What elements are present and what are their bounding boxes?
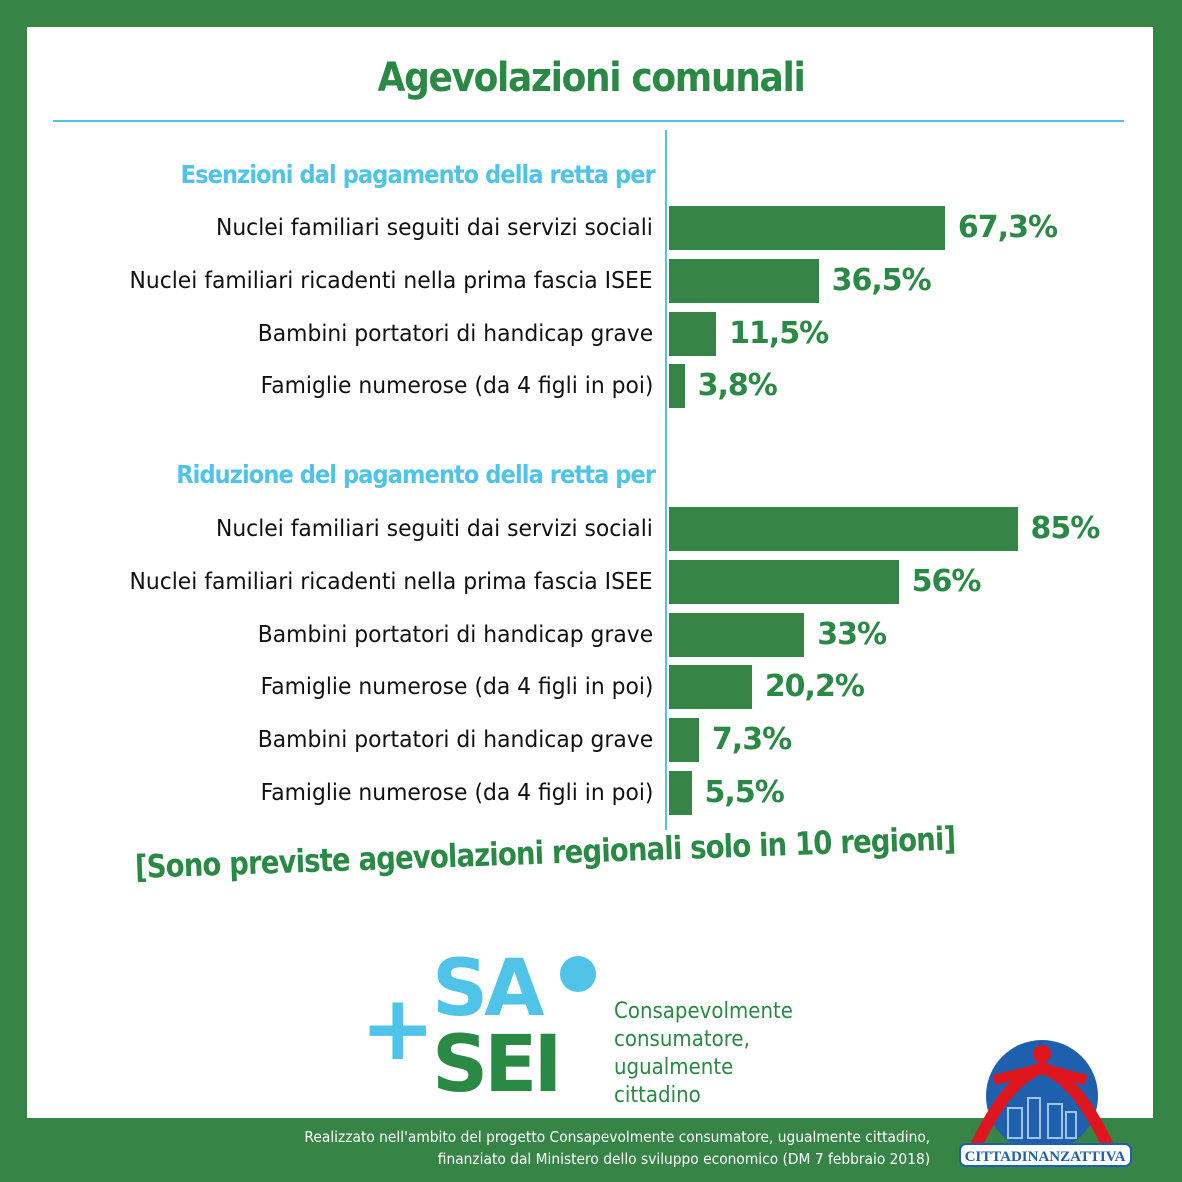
bar xyxy=(669,206,945,250)
bar xyxy=(669,771,692,815)
bar xyxy=(669,718,699,763)
bar xyxy=(669,311,717,356)
category-label: Nuclei familiari ricadenti nella prima f… xyxy=(129,267,653,294)
value-label: 20,2% xyxy=(764,669,865,705)
category-label: Nuclei familiari seguiti dai servizi soc… xyxy=(216,215,653,241)
category-label: Famiglie numerose (da 4 figli in poi) xyxy=(260,780,653,806)
bar xyxy=(669,559,899,604)
category-label: Nuclei familiari ricadenti nella prima f… xyxy=(129,568,653,595)
value-label: 7,3% xyxy=(711,722,792,758)
category-label: Nuclei familiari seguiti dai servizi soc… xyxy=(216,516,653,542)
tagline-line: Consapevolmente xyxy=(614,999,793,1024)
footer-credits: Realizzato nell'ambito del progetto Cons… xyxy=(304,1126,930,1170)
tagline-line: consumatore, xyxy=(614,1027,750,1052)
page-title: Agevolazioni comunali xyxy=(377,55,806,101)
value-label: 85% xyxy=(1030,511,1101,546)
value-label: 33% xyxy=(817,616,887,652)
bar xyxy=(669,364,685,409)
value-label: 5,5% xyxy=(704,775,785,810)
logo-sa: SA xyxy=(432,944,545,1034)
value-label: 3,8% xyxy=(697,368,778,404)
chart-axis xyxy=(665,130,667,830)
category-label: Bambini portatori di handicap grave xyxy=(257,320,653,347)
value-label: 67,3% xyxy=(957,210,1058,245)
category-label: Famiglie numerose (da 4 figli in poi) xyxy=(260,674,653,701)
bar xyxy=(669,665,752,710)
tagline-line: ugualmente xyxy=(614,1055,734,1080)
category-label: Bambini portatori di handicap grave xyxy=(257,621,653,648)
content-panel xyxy=(27,27,1153,1118)
bar xyxy=(669,612,805,657)
partner-logo-text: CITTADINANZATTIVA xyxy=(965,1149,1126,1165)
value-label: 11,5% xyxy=(729,315,829,351)
sa-sei-logo: + SA SEI xyxy=(360,950,610,1110)
value-label: 56% xyxy=(911,563,982,599)
footer-line: finanziato dal Ministero dello sviluppo … xyxy=(437,1150,930,1168)
tagline-line: cittadino xyxy=(614,1083,701,1108)
logo-sei: SEI xyxy=(432,1020,562,1110)
logo-plus: + xyxy=(360,976,435,1081)
bar xyxy=(669,258,819,303)
category-label: Bambini portatori di handicap grave xyxy=(257,727,653,754)
footer-line: Realizzato nell'ambito del progetto Cons… xyxy=(304,1128,930,1146)
bar xyxy=(669,507,1018,551)
category-label: Famiglie numerose (da 4 figli in poi) xyxy=(260,373,653,400)
title-divider xyxy=(53,120,1124,122)
logo-tagline: Consapevolmente consumatore, ugualmente … xyxy=(614,998,793,1110)
cittadinanzattiva-logo: CITTADINANZATTIVA xyxy=(959,1040,1132,1167)
logo-dot xyxy=(560,956,596,992)
value-label: 36,5% xyxy=(831,262,932,298)
group-header: Riduzione del pagamento della retta per xyxy=(176,460,656,489)
group-header: Esenzioni dal pagamento della retta per xyxy=(180,160,656,189)
